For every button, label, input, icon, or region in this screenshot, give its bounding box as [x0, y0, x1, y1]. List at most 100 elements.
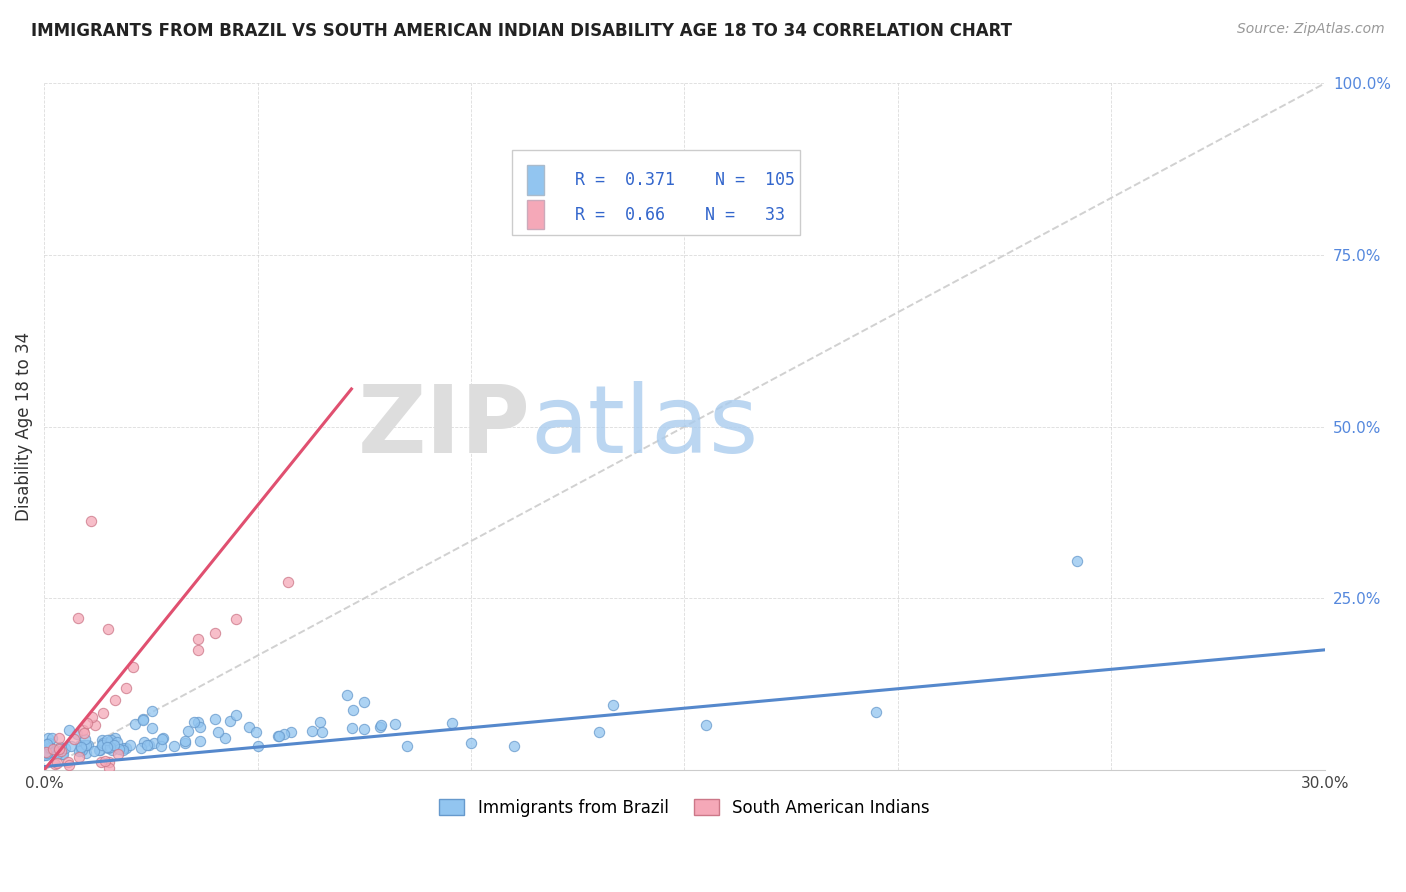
Point	[98, 755, 121, 769]
Text: R =  0.371    N =  105: R = 0.371 N = 105	[575, 171, 796, 189]
Point	[73, 726, 96, 740]
Point	[80, 515, 103, 529]
Point	[1066, 553, 1088, 567]
Point	[238, 720, 260, 734]
Point	[204, 711, 226, 725]
Point	[100, 735, 122, 749]
Point	[368, 720, 391, 734]
Point	[695, 718, 717, 732]
Point	[267, 729, 290, 743]
Point	[97, 622, 120, 636]
Point	[301, 723, 323, 738]
Point	[42, 746, 65, 760]
Point	[132, 712, 155, 726]
Point	[204, 626, 226, 640]
Point	[101, 743, 124, 757]
Point	[44, 757, 66, 772]
Point	[245, 725, 267, 739]
Point	[97, 761, 120, 775]
Point	[34, 747, 56, 762]
Point	[114, 740, 136, 755]
Point	[162, 739, 184, 753]
Point	[58, 757, 80, 772]
Point	[173, 734, 195, 748]
Text: R =  0.66    N =   33: R = 0.66 N = 33	[575, 206, 785, 224]
Point	[67, 744, 90, 758]
Point	[73, 738, 96, 752]
Point	[187, 714, 209, 729]
Point	[51, 747, 73, 762]
Point	[105, 735, 128, 749]
Point	[353, 695, 375, 709]
Point	[602, 698, 624, 712]
Point	[174, 736, 197, 750]
Text: atlas: atlas	[530, 381, 759, 473]
Point	[141, 704, 163, 718]
Point	[69, 743, 91, 757]
Point	[89, 743, 111, 757]
Point	[84, 718, 107, 732]
Point	[129, 741, 152, 756]
Point	[141, 721, 163, 735]
Point	[340, 721, 363, 735]
Point	[460, 735, 482, 749]
Y-axis label: Disability Age 18 to 34: Disability Age 18 to 34	[15, 332, 32, 521]
Point	[46, 747, 69, 762]
Point	[118, 738, 141, 752]
Point	[336, 689, 359, 703]
Point	[37, 740, 59, 755]
Point	[152, 731, 174, 746]
Point	[104, 693, 127, 707]
Point	[59, 739, 82, 754]
Point	[177, 724, 200, 739]
Point	[370, 717, 392, 731]
Point	[48, 740, 70, 755]
Point	[98, 739, 121, 754]
Point	[440, 715, 463, 730]
Point	[353, 722, 375, 736]
Point	[342, 703, 364, 717]
Point	[267, 729, 290, 743]
Point	[70, 743, 93, 757]
Point	[45, 756, 67, 770]
Point	[94, 754, 117, 768]
Point	[91, 736, 114, 750]
Point	[308, 714, 330, 729]
Point	[188, 734, 211, 748]
Point	[76, 715, 98, 730]
Point	[865, 705, 887, 719]
Point	[183, 714, 205, 729]
Point	[69, 738, 91, 752]
Point	[124, 717, 146, 731]
Point	[136, 739, 159, 753]
Point	[280, 725, 302, 739]
Point	[142, 736, 165, 750]
Point	[91, 733, 114, 747]
Point	[132, 713, 155, 727]
Point	[63, 731, 86, 746]
Point	[41, 731, 63, 745]
Point	[67, 749, 90, 764]
Point	[104, 731, 127, 745]
Point	[80, 709, 103, 723]
Point	[66, 727, 89, 741]
Point	[277, 575, 299, 590]
Point	[219, 714, 242, 729]
Point	[37, 737, 59, 751]
Point	[49, 743, 72, 757]
Point	[75, 738, 97, 752]
Point	[152, 731, 174, 745]
Point	[273, 727, 295, 741]
Point	[108, 742, 131, 756]
Point	[103, 738, 125, 752]
Point	[56, 755, 79, 769]
Point	[34, 747, 56, 762]
Point	[90, 755, 112, 769]
Point	[111, 741, 134, 756]
Point	[100, 732, 122, 747]
Point	[225, 708, 247, 723]
Point	[83, 744, 105, 758]
Point	[53, 741, 76, 756]
Point	[75, 746, 97, 760]
Point	[97, 741, 120, 756]
